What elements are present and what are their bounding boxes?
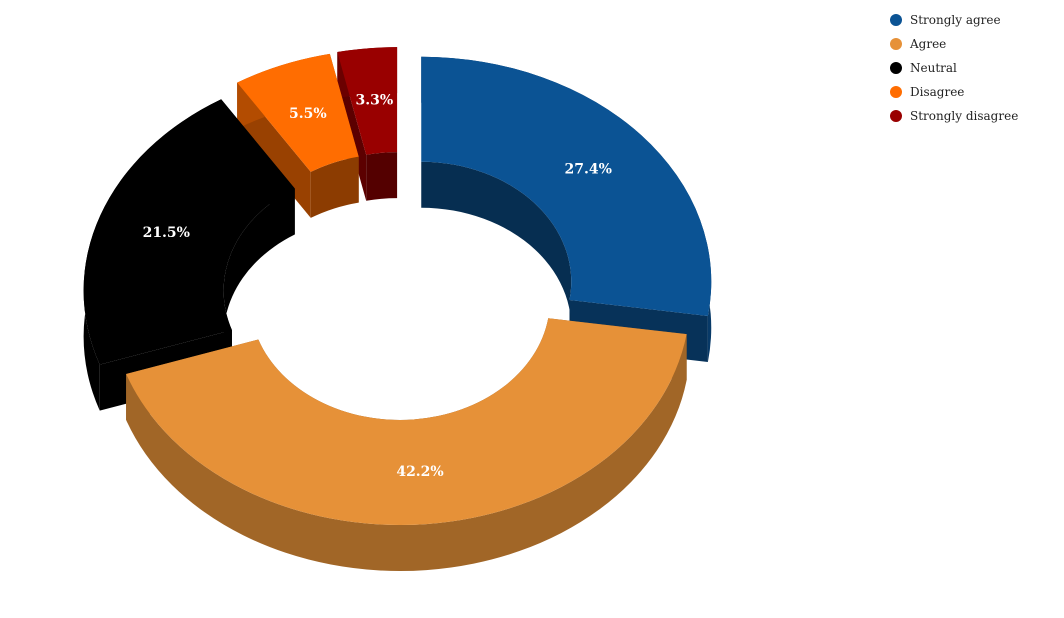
- slice-label-disagree: 5.5%: [289, 106, 327, 122]
- legend-item-neutral[interactable]: Neutral: [890, 56, 1018, 80]
- legend-swatch-strongly-disagree: [890, 110, 902, 122]
- slice-disagree[interactable]: [237, 53, 359, 172]
- slice-inner-wall-strongly-agree: [421, 161, 572, 346]
- slice-label-agree: 42.2%: [396, 464, 443, 480]
- legend-label-agree: Agree: [910, 37, 947, 51]
- slice-labels-layer: 27.4% 42.2% 21.5% 5.5% 3.3%: [143, 93, 612, 480]
- legend-label-strongly-agree: Strongly agree: [910, 13, 1001, 27]
- legend-item-strongly-agree[interactable]: Strongly agree: [890, 8, 1018, 32]
- slice-strongly-agree[interactable]: [421, 56, 712, 316]
- slice-inner-wall-strongly-disagree: [366, 152, 398, 201]
- legend-swatch-disagree: [890, 86, 902, 98]
- legend-label-neutral: Neutral: [910, 61, 957, 75]
- legend-item-disagree[interactable]: Disagree: [890, 80, 1018, 104]
- slice-label-strongly-disagree: 3.3%: [355, 93, 393, 109]
- slice-strongly-disagree[interactable]: [337, 47, 398, 155]
- legend-label-strongly-disagree: Strongly disagree: [910, 109, 1019, 123]
- legend-swatch-strongly-agree: [890, 14, 902, 26]
- slice-tops-layer: [83, 47, 712, 525]
- legend-label-disagree: Disagree: [910, 85, 965, 99]
- chart-legend: Strongly agree Agree Neutral Disagree St…: [890, 8, 1018, 128]
- legend-swatch-agree: [890, 38, 902, 50]
- slice-inner-wall-neutral: [223, 188, 295, 377]
- legend-item-agree[interactable]: Agree: [890, 32, 1018, 56]
- slice-label-strongly-agree: 27.4%: [565, 161, 612, 177]
- slice-agree[interactable]: [126, 318, 687, 525]
- legend-swatch-neutral: [890, 62, 902, 74]
- slice-label-neutral: 21.5%: [143, 225, 190, 241]
- slice-outer-wall-agree: [126, 334, 687, 571]
- slice-inner-wall-disagree: [310, 156, 359, 218]
- legend-item-strongly-disagree[interactable]: Strongly disagree: [890, 104, 1018, 128]
- slice-neutral[interactable]: [83, 99, 295, 365]
